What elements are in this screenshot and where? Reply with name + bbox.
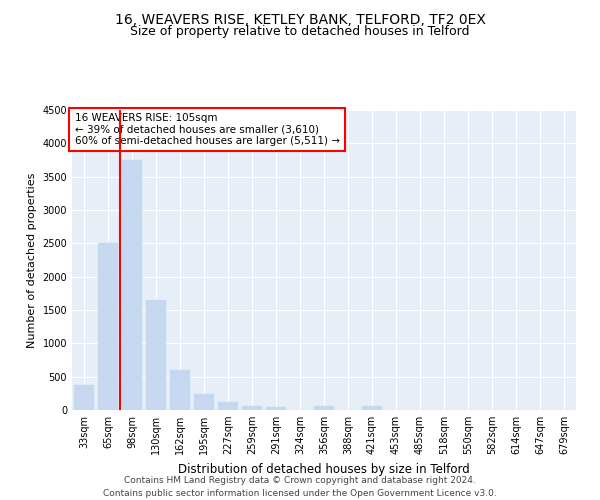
Bar [170, 370, 190, 410]
Bar [314, 406, 334, 410]
Bar [218, 402, 238, 410]
Text: Size of property relative to detached houses in Telford: Size of property relative to detached ho… [130, 25, 470, 38]
Text: 16, WEAVERS RISE, KETLEY BANK, TELFORD, TF2 0EX: 16, WEAVERS RISE, KETLEY BANK, TELFORD, … [115, 12, 485, 26]
Bar [362, 406, 382, 410]
Bar [74, 384, 94, 410]
Text: Contains HM Land Registry data © Crown copyright and database right 2024.
Contai: Contains HM Land Registry data © Crown c… [103, 476, 497, 498]
Y-axis label: Number of detached properties: Number of detached properties [27, 172, 37, 348]
Text: 16 WEAVERS RISE: 105sqm
← 39% of detached houses are smaller (3,610)
60% of semi: 16 WEAVERS RISE: 105sqm ← 39% of detache… [74, 113, 340, 146]
Bar [266, 406, 286, 410]
X-axis label: Distribution of detached houses by size in Telford: Distribution of detached houses by size … [178, 462, 470, 475]
Bar [242, 406, 262, 410]
Bar [146, 300, 166, 410]
Bar [194, 394, 214, 410]
Bar [122, 160, 142, 410]
Bar [98, 244, 118, 410]
